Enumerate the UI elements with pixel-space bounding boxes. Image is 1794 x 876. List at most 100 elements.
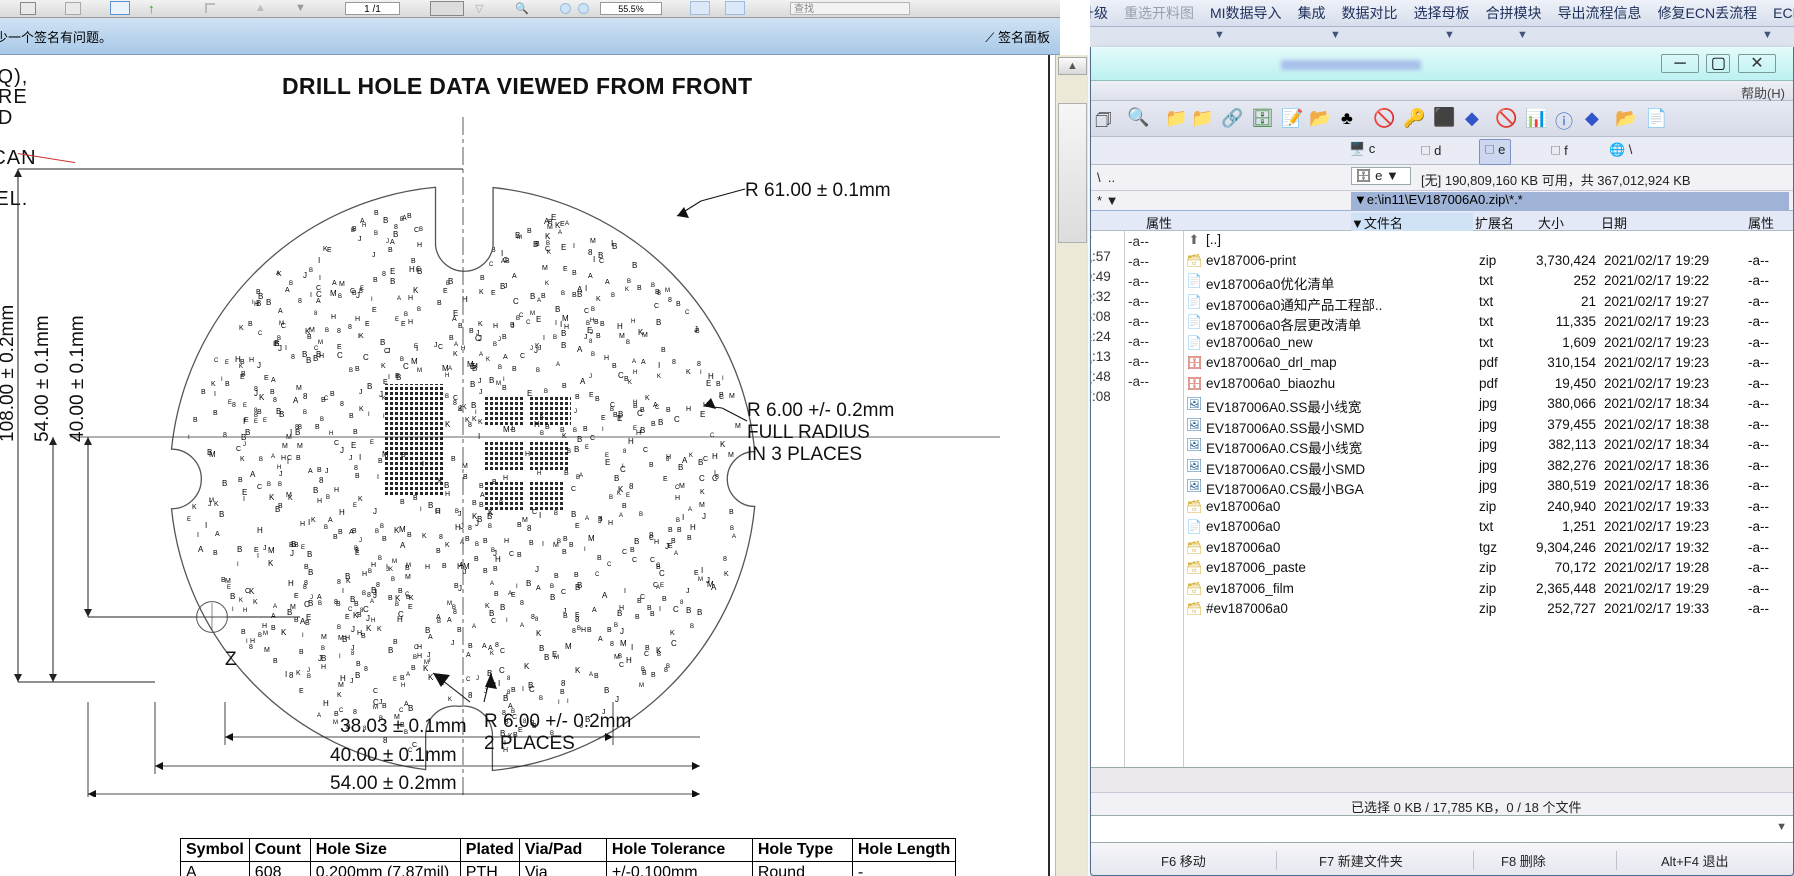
svg-text:B: B [600, 321, 605, 328]
svg-text:H: H [323, 699, 329, 708]
svg-text:C: C [710, 433, 715, 439]
svg-text:B: B [475, 542, 479, 548]
svg-text:M: M [268, 546, 275, 555]
svg-text:I: I [339, 654, 341, 660]
svg-text:B: B [569, 542, 574, 549]
svg-text:C: C [245, 588, 250, 595]
svg-text:K: K [686, 369, 691, 376]
svg-text:M: M [588, 534, 595, 543]
svg-text:J: J [307, 668, 310, 674]
svg-text:B: B [413, 495, 418, 502]
svg-text:I: I [359, 453, 361, 462]
svg-text:B: B [560, 689, 565, 696]
svg-text:M: M [333, 720, 338, 726]
svg-text:B: B [338, 294, 342, 300]
svg-text:M: M [619, 333, 625, 340]
svg-text:B: B [413, 655, 417, 661]
svg-text:A: A [406, 672, 410, 678]
svg-text:J: J [257, 361, 261, 370]
svg-text:8: 8 [520, 600, 524, 607]
svg-text:C: C [363, 353, 369, 362]
svg-text:E: E [353, 503, 357, 509]
svg-text:B: B [512, 366, 517, 373]
svg-text:E: E [254, 419, 258, 425]
svg-text:B: B [515, 231, 520, 240]
svg-text:B: B [491, 548, 495, 554]
svg-text:K: K [311, 517, 316, 524]
svg-text:M: M [614, 654, 620, 661]
svg-text:E: E [601, 415, 606, 422]
svg-text:I: I [285, 345, 287, 352]
svg-text:B: B [425, 626, 430, 635]
svg-text:A: A [317, 594, 322, 601]
svg-text:B: B [695, 328, 700, 335]
svg-text:A: A [428, 634, 433, 641]
svg-text:A: A [512, 273, 517, 280]
svg-text:B: B [241, 629, 246, 636]
svg-text:E: E [372, 307, 377, 314]
svg-text:J: J [478, 378, 482, 385]
svg-text:H: H [417, 644, 422, 651]
svg-text:C: C [339, 708, 344, 714]
svg-text:B: B [352, 528, 357, 535]
svg-text:J: J [379, 390, 383, 399]
svg-text:H: H [300, 521, 305, 528]
svg-text:C: C [653, 582, 658, 589]
svg-text:A: A [402, 215, 407, 222]
svg-text:B: B [730, 526, 734, 532]
svg-text:B: B [641, 667, 645, 673]
svg-text:I: I [388, 374, 390, 381]
svg-text:J: J [538, 345, 542, 352]
svg-text:B: B [622, 503, 627, 510]
svg-text:B: B [676, 301, 681, 308]
svg-text:H: H [675, 495, 680, 502]
svg-text:M: M [698, 577, 703, 583]
svg-text:8: 8 [468, 422, 472, 429]
svg-text:A: A [447, 617, 452, 624]
svg-text:A: A [544, 217, 550, 226]
svg-text:B: B [442, 563, 447, 570]
svg-text:H: H [628, 437, 634, 446]
svg-text:B: B [577, 290, 582, 299]
svg-text:B: B [222, 479, 227, 488]
svg-text:B: B [296, 455, 301, 462]
svg-text:B: B [545, 424, 550, 431]
svg-text:I: I [498, 679, 500, 688]
svg-text:K: K [656, 646, 662, 655]
svg-text:M: M [382, 450, 389, 459]
svg-text:A: A [508, 703, 513, 710]
svg-text:E: E [694, 570, 699, 577]
svg-text:C: C [584, 308, 589, 315]
svg-text:C: C [671, 639, 677, 648]
svg-text:I: I [422, 461, 424, 468]
svg-text:38.03 ± 0.1mm: 38.03 ± 0.1mm [340, 716, 467, 737]
svg-text:H: H [408, 295, 413, 302]
svg-text:B: B [529, 540, 534, 547]
svg-text:K: K [413, 286, 419, 295]
svg-text:A: A [316, 298, 321, 305]
svg-text:E: E [227, 585, 231, 591]
svg-text:I: I [478, 432, 480, 441]
svg-text:A: A [501, 259, 505, 265]
svg-text:B: B [562, 549, 567, 556]
svg-text:M: M [590, 238, 596, 245]
svg-text:B: B [577, 626, 581, 632]
svg-text:A: A [471, 253, 477, 262]
svg-text:B: B [550, 593, 555, 602]
svg-text:B: B [627, 279, 631, 285]
svg-text:B: B [353, 429, 358, 436]
svg-text:E: E [294, 593, 299, 600]
svg-text:M: M [639, 683, 644, 689]
svg-text:M: M [472, 363, 478, 370]
svg-text:C: C [529, 685, 535, 694]
svg-text:B: B [527, 228, 532, 235]
svg-text:E: E [408, 604, 413, 611]
svg-text:A: A [308, 468, 313, 475]
svg-text:K: K [562, 433, 567, 440]
svg-text:H: H [564, 324, 569, 331]
svg-text:E: E [390, 267, 395, 276]
svg-text:B: B [604, 686, 609, 695]
svg-text:B: B [307, 334, 312, 341]
svg-text:I: I [584, 547, 586, 553]
svg-text:M: M [463, 562, 470, 571]
